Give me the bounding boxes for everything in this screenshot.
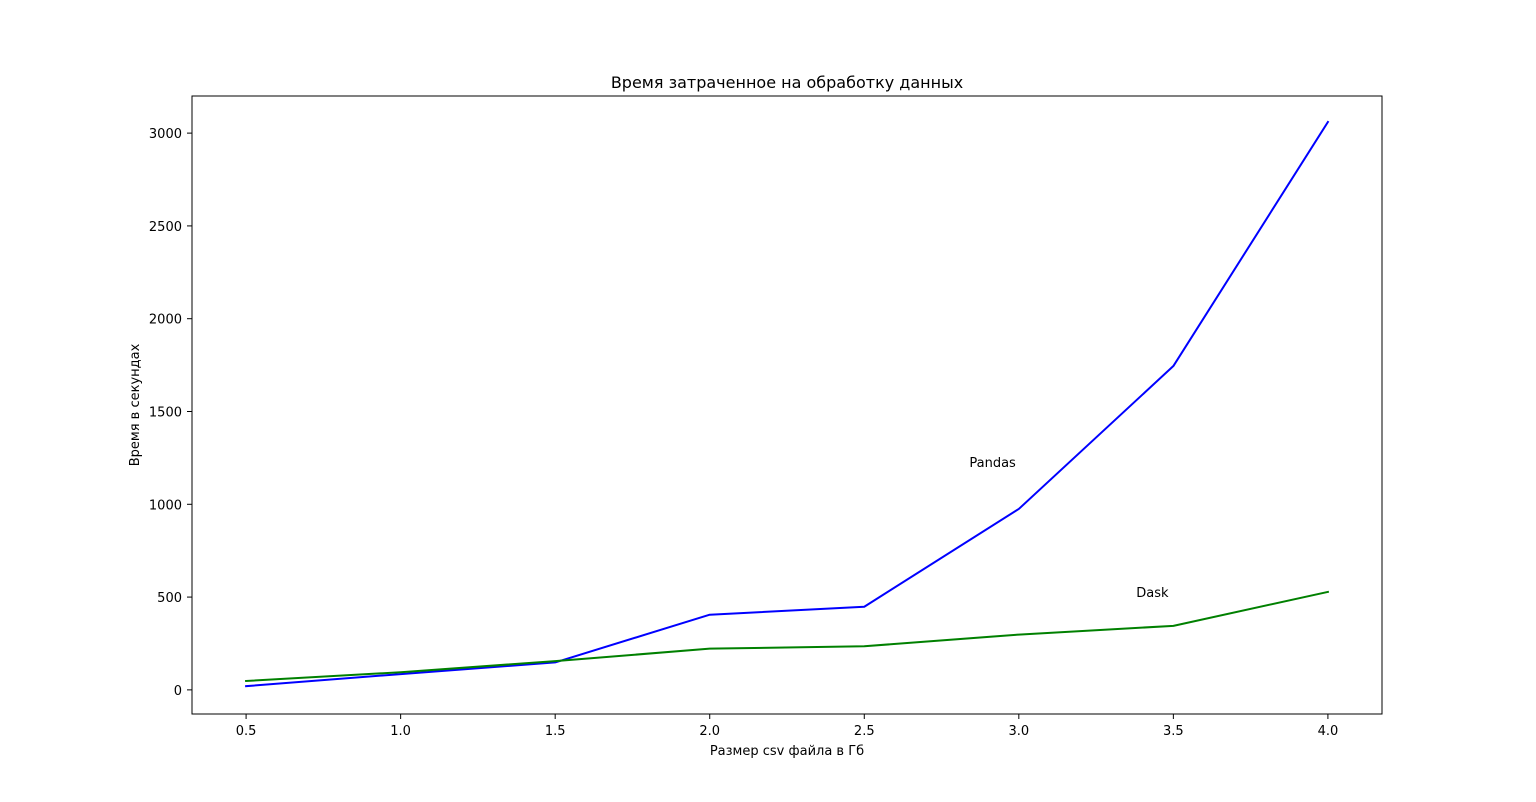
annotation-dask: Dask bbox=[1136, 586, 1169, 601]
plot-area bbox=[245, 120, 1330, 688]
plot-frame bbox=[191, 95, 1383, 715]
x-tick-label: 1.5 bbox=[545, 724, 566, 739]
x-tick-label: 0.5 bbox=[236, 724, 257, 739]
annotations: Pandas Dask bbox=[969, 456, 1169, 601]
y-tick-label: 500 bbox=[157, 591, 182, 606]
series-line-dask bbox=[245, 590, 1330, 683]
y-tick-label: 3000 bbox=[149, 127, 182, 142]
y-tick-label: 1000 bbox=[149, 498, 182, 513]
x-tick-label: 1.0 bbox=[390, 724, 411, 739]
x-tick-label: 3.5 bbox=[1163, 724, 1184, 739]
y-tick-label: 2000 bbox=[149, 313, 182, 328]
x-tick-label: 2.0 bbox=[699, 724, 720, 739]
y-tick-label: 0 bbox=[174, 684, 182, 699]
x-axis-label: Размер csv файла в Гб bbox=[710, 744, 864, 759]
series-line-pandas bbox=[245, 120, 1330, 688]
x-tick-label: 3.0 bbox=[1008, 724, 1029, 739]
chart-title: Время затраченное на обработку данных bbox=[611, 73, 963, 92]
y-axis-label: Время в секундах bbox=[128, 343, 143, 466]
y-axis: 0 500 1000 1500 2000 2500 3000 bbox=[149, 127, 192, 699]
x-tick-label: 2.5 bbox=[854, 724, 875, 739]
y-tick-label: 2500 bbox=[149, 220, 182, 235]
y-tick-label: 1500 bbox=[149, 405, 182, 420]
x-tick-label: 4.0 bbox=[1318, 724, 1339, 739]
x-axis: 0.5 1.0 1.5 2.0 2.5 3.0 3.5 4.0 bbox=[236, 714, 1339, 739]
annotation-pandas: Pandas bbox=[969, 456, 1016, 471]
